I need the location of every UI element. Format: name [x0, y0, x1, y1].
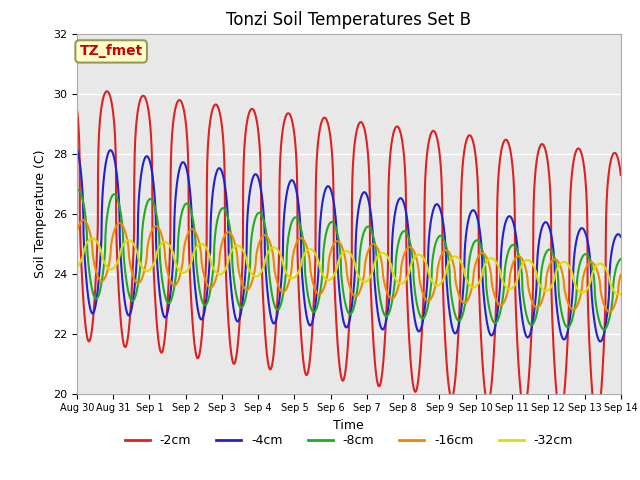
- Legend: -2cm, -4cm, -8cm, -16cm, -32cm: -2cm, -4cm, -8cm, -16cm, -32cm: [120, 429, 578, 452]
- Y-axis label: Soil Temperature (C): Soil Temperature (C): [35, 149, 47, 278]
- X-axis label: Time: Time: [333, 419, 364, 432]
- Title: Tonzi Soil Temperatures Set B: Tonzi Soil Temperatures Set B: [227, 11, 471, 29]
- Text: TZ_fmet: TZ_fmet: [79, 44, 143, 59]
